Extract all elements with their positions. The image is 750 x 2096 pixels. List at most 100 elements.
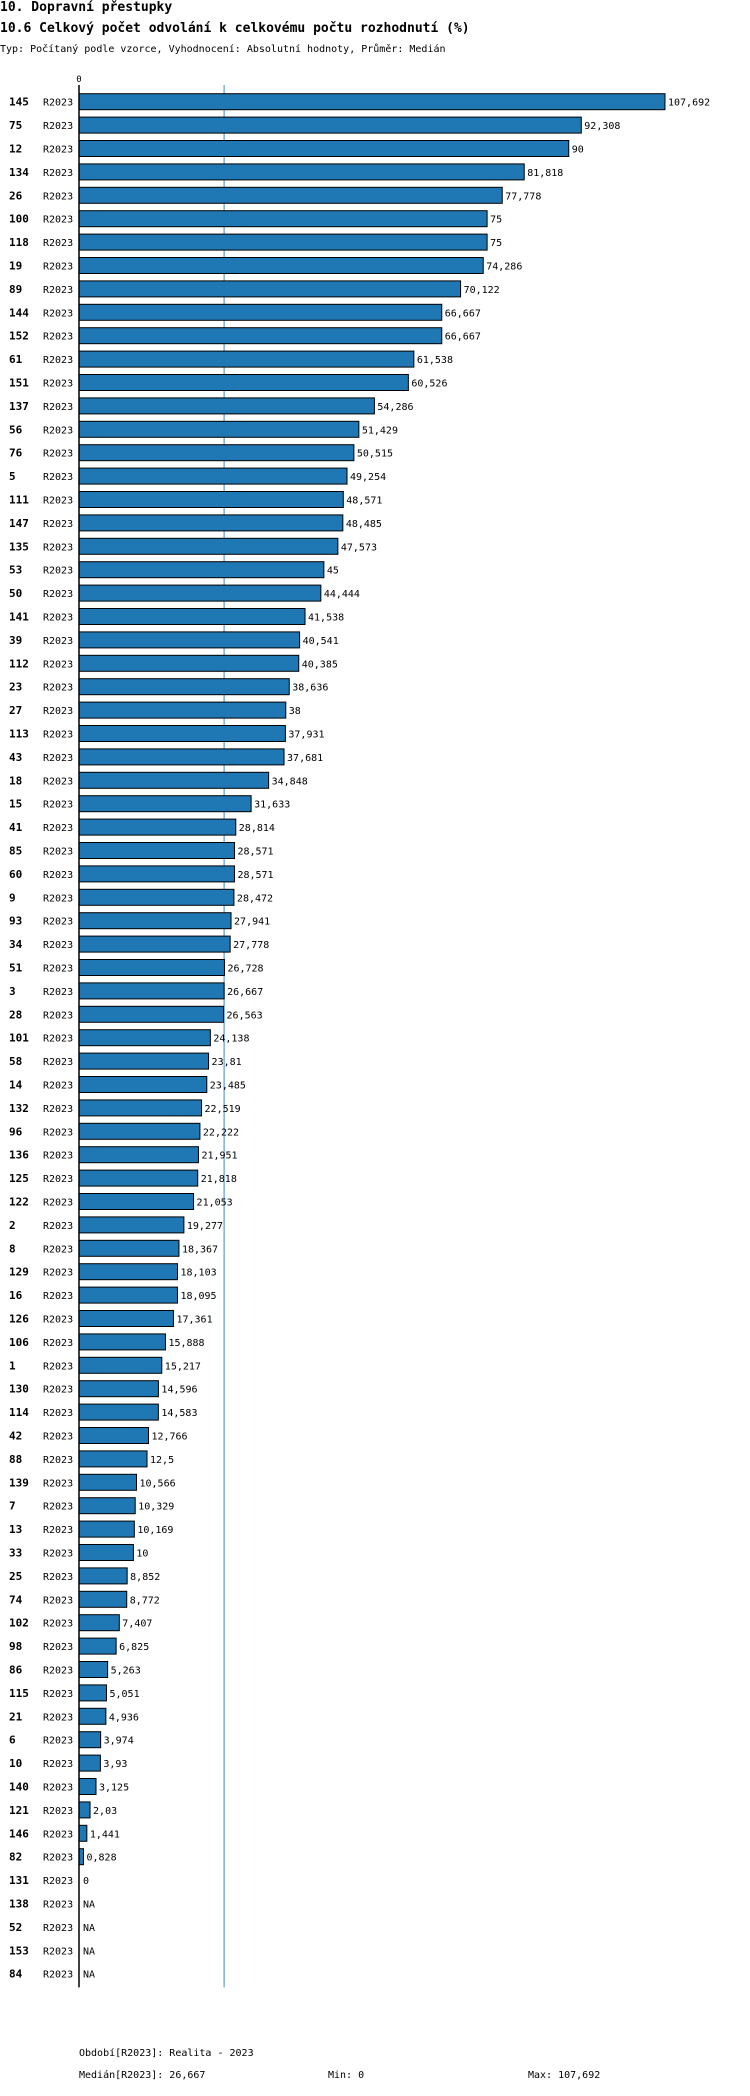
value-label: 37,931	[288, 730, 324, 741]
category-label: 136	[9, 1149, 29, 1162]
category-label: 18	[9, 774, 22, 787]
series-label: R2023	[43, 379, 73, 390]
value-label: 2,03	[93, 1806, 117, 1817]
bar	[78, 1684, 107, 1702]
series-label: R2023	[43, 402, 73, 413]
bar	[78, 982, 225, 1000]
category-label: 1	[9, 1359, 16, 1372]
category-label: 41	[9, 821, 23, 834]
bar	[78, 327, 443, 345]
bar	[78, 1473, 137, 1491]
footer-period: Období[R2023]: Realita - 2023	[79, 2048, 254, 2059]
series-label: R2023	[43, 1595, 73, 1606]
series-label: R2023	[43, 987, 73, 998]
bar	[78, 1122, 201, 1140]
category-label: 26	[9, 189, 23, 202]
category-label: 121	[9, 1804, 29, 1817]
category-label: 2	[9, 1219, 16, 1232]
value-label: 15,888	[168, 1338, 204, 1349]
value-label: 75	[490, 238, 502, 249]
series-label: R2023	[43, 1946, 73, 1957]
value-label: 60,526	[411, 379, 447, 390]
series-label: R2023	[43, 425, 73, 436]
bar	[78, 467, 348, 485]
bar	[78, 210, 488, 228]
series-label: R2023	[43, 1268, 73, 1279]
value-label: 48,485	[346, 519, 382, 530]
series-label: R2023	[43, 659, 73, 670]
bar	[78, 795, 252, 813]
bar	[78, 1403, 159, 1421]
series-label: R2023	[43, 1244, 73, 1255]
bar	[78, 701, 287, 719]
bar	[78, 186, 503, 204]
series-label: R2023	[43, 1806, 73, 1817]
series-label: R2023	[43, 98, 73, 109]
bar	[78, 1146, 199, 1164]
value-label: 66,667	[445, 308, 481, 319]
series-label: R2023	[43, 1104, 73, 1115]
category-label: 135	[9, 540, 29, 553]
category-label: 131	[9, 1874, 29, 1887]
category-label: 89	[9, 283, 22, 296]
series-label: R2023	[43, 1876, 73, 1887]
bar	[78, 374, 409, 391]
category-label: 96	[9, 1125, 23, 1138]
value-label: 81,818	[527, 168, 563, 179]
value-label: 92,308	[584, 121, 620, 132]
series-label: R2023	[43, 262, 73, 273]
category-label: 28	[9, 1008, 22, 1021]
value-label: 49,254	[350, 472, 386, 483]
category-label: 9	[9, 891, 16, 904]
series-label: R2023	[43, 1455, 73, 1466]
series-label: R2023	[43, 355, 73, 366]
value-label: 75	[490, 215, 502, 226]
bar	[78, 1286, 178, 1304]
category-label: 88	[9, 1453, 22, 1466]
value-label: 3,125	[99, 1783, 129, 1794]
value-label: 50,515	[357, 449, 393, 460]
series-label: R2023	[43, 1736, 73, 1747]
series-label: R2023	[43, 168, 73, 179]
value-label: 22,519	[205, 1104, 241, 1115]
series-label: R2023	[43, 706, 73, 717]
series-label: R2023	[43, 917, 73, 928]
series-label: R2023	[43, 519, 73, 530]
category-label: 151	[9, 377, 29, 390]
bar	[78, 1076, 208, 1093]
series-label: R2023	[43, 1361, 73, 1372]
value-label: NA	[83, 1946, 95, 1957]
bar	[78, 257, 484, 274]
series-label: R2023	[43, 1291, 73, 1302]
bar	[78, 959, 225, 976]
value-label: 6,825	[119, 1642, 149, 1653]
bar	[78, 818, 237, 836]
value-label: 34,848	[272, 776, 308, 787]
value-label: NA	[83, 1900, 95, 1911]
bar	[78, 303, 443, 321]
value-label: 27,941	[234, 917, 270, 928]
category-label: 152	[9, 330, 29, 343]
series-label: R2023	[43, 1034, 73, 1045]
value-label: 18,095	[180, 1291, 216, 1302]
bar	[78, 725, 286, 742]
category-label: 8	[9, 1242, 16, 1255]
category-label: 12	[9, 143, 22, 156]
category-label: 25	[9, 1570, 22, 1583]
value-label: 107,692	[668, 98, 710, 109]
value-label: 19,277	[187, 1221, 223, 1232]
value-label: 54,286	[377, 402, 413, 413]
series-label: R2023	[43, 1502, 73, 1513]
category-label: 14	[9, 1079, 23, 1092]
bar	[78, 1380, 159, 1398]
series-label: R2023	[43, 964, 73, 975]
value-label: 0	[83, 1876, 89, 1887]
series-label: R2023	[43, 1712, 73, 1723]
series-label: R2023	[43, 1174, 73, 1185]
bar	[78, 1239, 180, 1257]
series-label: R2023	[43, 1151, 73, 1162]
category-label: 43	[9, 751, 22, 764]
bar	[78, 608, 306, 625]
series-label: R2023	[43, 613, 73, 624]
series-label: R2023	[43, 308, 73, 319]
